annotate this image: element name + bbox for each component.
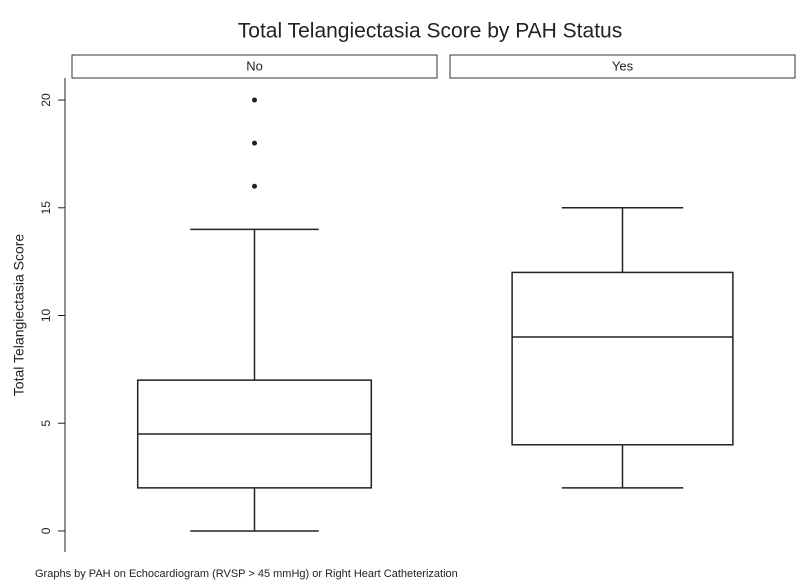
note: Graphs by PAH on Echocardiogram (RVSP > …	[35, 568, 458, 580]
panel-header	[449, 54, 796, 79]
box	[511, 271, 734, 446]
panel-label: No	[246, 58, 263, 73]
outlier	[252, 183, 257, 189]
chart-title: Total Telangiectasia Score by PAH Status	[238, 20, 622, 43]
y-axis-label: Total Telangiectasia Score	[11, 234, 27, 397]
y-tick-label: 15	[39, 201, 53, 215]
y-tick-label: 5	[39, 420, 53, 427]
panel-header	[71, 54, 438, 79]
y-tick-label: 10	[39, 309, 53, 323]
panel-label: Yes	[612, 58, 634, 73]
outlier	[252, 97, 257, 103]
y-tick-label: 20	[39, 93, 53, 107]
y-tick-label: 0	[39, 527, 53, 534]
outlier	[252, 140, 257, 146]
